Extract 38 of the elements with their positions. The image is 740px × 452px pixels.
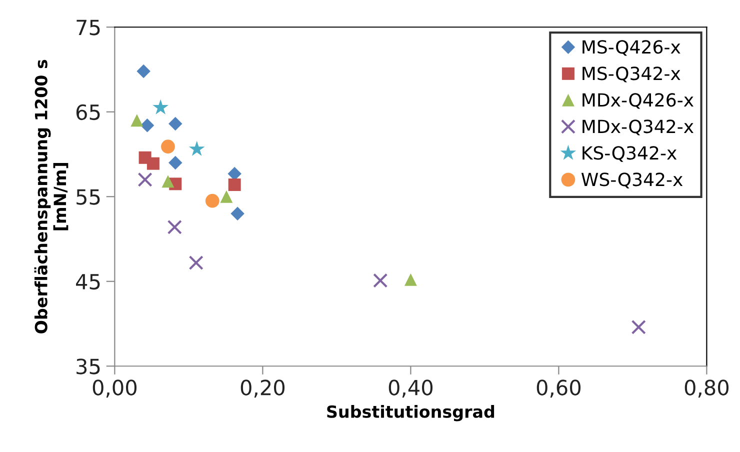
point bbox=[136, 64, 150, 78]
point bbox=[130, 114, 144, 127]
legend-label: MS-Q342-x bbox=[582, 66, 680, 82]
point bbox=[220, 190, 233, 203]
point bbox=[631, 320, 646, 334]
point bbox=[152, 99, 169, 114]
y-tick-label: 65 bbox=[76, 104, 100, 120]
y-tick-label: 55 bbox=[76, 189, 100, 205]
y-tick-label: 35 bbox=[76, 358, 100, 374]
point bbox=[168, 116, 182, 131]
x-tick-label: 0,80 bbox=[684, 380, 729, 398]
y-axis-title: Oberflächenspannung 1200 s [mN/m] bbox=[34, 60, 68, 334]
point bbox=[404, 273, 417, 286]
point bbox=[138, 172, 152, 187]
y-tick-label: 75 bbox=[76, 20, 100, 36]
y-tick-label: 45 bbox=[76, 274, 100, 290]
legend-label: MDx-Q342-x bbox=[582, 120, 694, 136]
point bbox=[188, 140, 205, 156]
point bbox=[373, 273, 388, 288]
x-tick-label: 0,20 bbox=[240, 380, 285, 398]
point bbox=[205, 194, 220, 208]
point bbox=[230, 206, 244, 220]
x-tick-label: 0,00 bbox=[92, 380, 137, 398]
legend-label: MDx-Q426-x bbox=[582, 93, 694, 109]
point bbox=[167, 220, 182, 234]
point bbox=[162, 175, 174, 188]
x-axis-title: Substitutionsgrad bbox=[327, 405, 494, 422]
point bbox=[140, 118, 154, 132]
x-tick-label: 0,60 bbox=[536, 380, 581, 398]
point bbox=[168, 156, 182, 170]
point bbox=[161, 140, 175, 154]
point bbox=[146, 157, 160, 170]
legend-label: KS-Q342-x bbox=[582, 146, 677, 162]
point bbox=[228, 178, 241, 192]
legend-label: WS-Q342-x bbox=[581, 172, 683, 188]
x-tick-label: 0,40 bbox=[388, 380, 433, 398]
legend-label: MS-Q426-x bbox=[582, 40, 680, 56]
point bbox=[188, 255, 204, 270]
